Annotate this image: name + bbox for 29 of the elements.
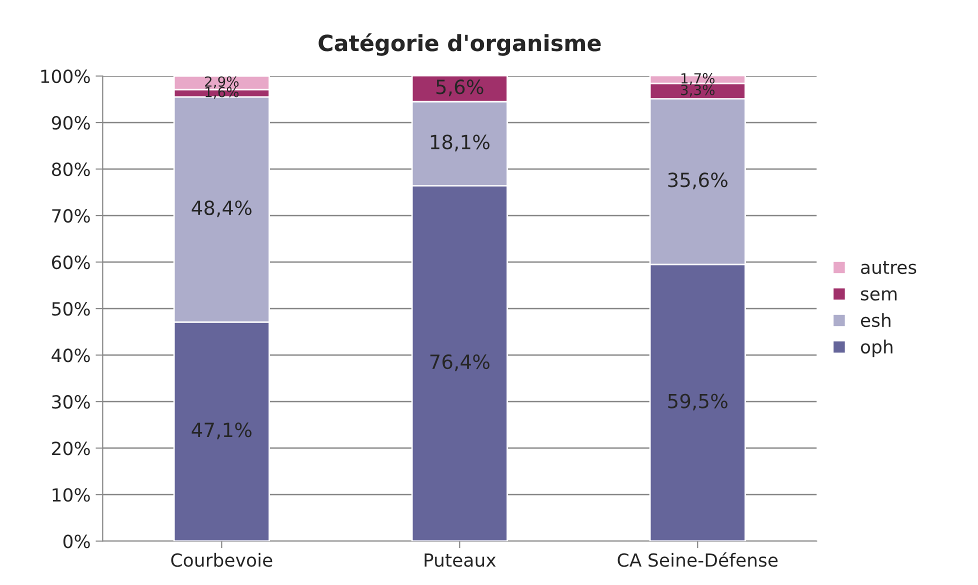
x-tick-label: Courbevoie xyxy=(171,552,272,567)
chart-title: Catégorie d'organisme xyxy=(318,33,601,56)
data-label: 1,7% xyxy=(682,73,715,85)
y-tick-label: 90% xyxy=(52,116,90,130)
data-label: 2,9% xyxy=(205,76,239,88)
data-label: 59,5% xyxy=(668,394,728,410)
data-label: 48,4% xyxy=(192,200,252,218)
y-tick-label: 60% xyxy=(52,256,90,270)
y-tick-label: 70% xyxy=(52,209,90,223)
y-tick-label: 50% xyxy=(52,302,90,316)
legend-label: esh xyxy=(860,313,890,328)
y-tick-label: 40% xyxy=(52,348,90,362)
y-tick-label: 20% xyxy=(52,442,90,456)
y-tick-label: 0% xyxy=(63,534,90,548)
data-label: 47,1% xyxy=(192,422,252,440)
data-label: 76,4% xyxy=(430,354,490,372)
data-label: 18,1% xyxy=(430,134,490,152)
y-tick-label: 10% xyxy=(52,488,90,502)
y-tick-label: 80% xyxy=(52,162,90,176)
data-label: 5,6% xyxy=(436,80,484,96)
data-label: 35,6% xyxy=(668,172,728,190)
data-label: 3,3% xyxy=(681,84,715,97)
y-tick-label: 100% xyxy=(41,70,90,84)
legend-label: oph xyxy=(860,340,892,358)
legend-label: autres xyxy=(861,261,916,274)
x-tick-label: Puteaux xyxy=(424,553,496,567)
y-tick-label: 30% xyxy=(52,395,90,409)
x-tick-label: CA Seine-Défense xyxy=(618,552,778,567)
legend-label: sem xyxy=(860,290,897,301)
